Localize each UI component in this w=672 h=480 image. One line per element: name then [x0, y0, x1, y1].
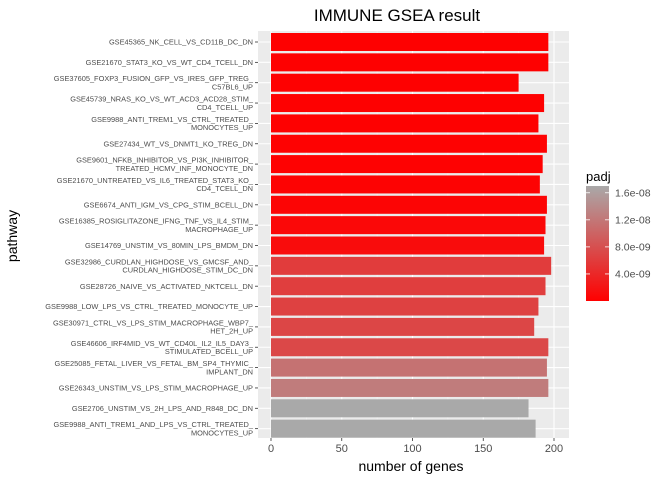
y-tick-label: GSE26343_UNSTIM_VS_LPS_STIM_MACROPHAGE_U… — [59, 384, 253, 393]
y-tick-label: TREATED_HCMV_INF_MONOCYTE_DN — [116, 164, 253, 173]
legend-tick-label: 4.0e-09 — [615, 269, 651, 281]
y-tick-label: GSE32986_CURDLAN_HIGHDOSE_VS_GMCSF_AND_ — [65, 257, 254, 266]
y-axis-title: pathway — [4, 210, 20, 262]
y-tick-label: CURDLAN_HIGHDOSE_STIM_DC_DN — [122, 266, 253, 275]
bar — [271, 33, 549, 51]
y-tick-label: MACROPHAGE_UP — [185, 225, 253, 234]
bar — [271, 358, 547, 377]
bar — [271, 277, 546, 296]
y-tick-label: MONOCYTES_UP — [191, 428, 253, 437]
x-tick-label: 150 — [474, 443, 492, 455]
y-tick-label: C57BL6_UP — [212, 82, 253, 91]
bar — [271, 378, 549, 397]
bar — [271, 419, 536, 438]
legend-tick-label: 8.0e-09 — [615, 242, 651, 254]
x-tick-label: 100 — [403, 443, 421, 455]
bar — [271, 399, 529, 418]
bar — [271, 94, 545, 113]
bar — [271, 216, 546, 235]
y-tick-label: GSE9988_LOW_LPS_VS_CTRL_TREATED_MONOCYTE… — [45, 302, 253, 311]
bar — [271, 236, 545, 255]
legend-tick-label: 1.2e-08 — [615, 215, 651, 227]
x-tick-label: 0 — [268, 443, 274, 455]
x-tick-labels: 0 50 100 150 200 — [268, 438, 563, 455]
legend-colorbar — [586, 186, 609, 301]
y-tick-label: STIMULATED_BCELL_UP — [165, 347, 253, 356]
y-tick-label: GSE9988_ANTI_TREM1_AND_LPS_VS_CTRL_TREAT… — [54, 420, 254, 429]
y-tick-label: GSE14769_UNSTIM_VS_80MIN_LPS_BMDM_DN — [85, 241, 253, 250]
legend-ticks: 1.6e-08 1.2e-08 8.0e-09 4.0e-09 — [586, 188, 651, 281]
x-tick-label: 50 — [336, 443, 348, 455]
y-tick-label: HET_2H_UP — [210, 327, 253, 336]
y-tick-label: GSE21670_STAT3_KO_VS_WT_CD4_TCELL_DN — [86, 58, 253, 67]
bar — [271, 53, 549, 72]
y-tick-label: MONOCYTES_UP — [191, 123, 253, 132]
bar — [271, 317, 535, 336]
chart-title: IMMUNE GSEA result — [314, 6, 481, 25]
y-tick-label: GSE25085_FETAL_LIVER_VS_FETAL_BM_SP4_THY… — [54, 359, 253, 368]
y-tick-label: GSE16385_ROSIGLITAZONE_IFNG_TNF_VS_IL4_S… — [59, 217, 254, 226]
bar — [271, 175, 540, 194]
bar — [271, 114, 539, 133]
bar — [271, 134, 547, 153]
x-tick-label: 200 — [545, 443, 563, 455]
bar — [271, 256, 552, 275]
bars — [271, 33, 552, 438]
y-tick-label: GSE27434_WT_VS_DNMT1_KO_TREG_DN — [103, 139, 253, 148]
y-tick-label: GSE45739_NRAS_KO_VS_WT_ACD3_ACD28_STIM_ — [70, 95, 254, 104]
bar — [271, 338, 549, 357]
bar — [271, 155, 543, 174]
y-tick-labels: GSE45365_NK_CELL_VS_CD11B_DC_DN GSE21670_… — [45, 38, 258, 437]
y-tick-label: GSE46606_IRF4MID_VS_WT_CD40L_IL2_IL5_DAY… — [71, 339, 254, 348]
y-tick-label: GSE6674_ANTI_IGM_VS_CPG_STIM_BCELL_DN — [84, 200, 253, 209]
legend: padj 1.6e-08 1.2e-08 8.0e-09 4.0e-09 — [586, 169, 651, 301]
plot-panel — [258, 31, 569, 438]
bar — [271, 73, 519, 92]
y-tick-label: GSE30971_CTRL_VS_LPS_STIM_MACROPHAGE_WBP… — [53, 318, 254, 327]
y-tick-label: GSE45365_NK_CELL_VS_CD11B_DC_DN — [109, 38, 253, 47]
y-tick-label: GSE21670_UNTREATED_VS_IL6_TREATED_STAT3_… — [57, 176, 254, 185]
y-tick-label: GSE28726_NAIVE_VS_ACTIVATED_NKTCELL_DN — [80, 282, 253, 291]
y-tick-label: GSE37605_FOXP3_FUSION_GFP_VS_IRES_GFP_TR… — [54, 74, 254, 83]
bar — [271, 297, 539, 316]
x-axis-title: number of genes — [358, 458, 463, 474]
y-tick-label: GSE9988_ANTI_TREM1_VS_CTRL_TREATED_ — [91, 115, 254, 124]
y-tick-label: CD4_TCELL_UP — [197, 103, 253, 112]
y-tick-label: GSE9601_NFKB_INHIBITOR_VS_PI3K_INHIBITOR… — [76, 156, 254, 165]
y-tick-label: IMPLANT_DN — [206, 367, 253, 376]
y-tick-label: CD4_TCELL_DN — [196, 184, 253, 193]
legend-tick-label: 1.6e-08 — [615, 188, 651, 200]
legend-title: padj — [586, 169, 611, 184]
y-tick-label: GSE2706_UNSTIM_VS_2H_LPS_AND_R848_DC_DN — [72, 404, 253, 413]
bar — [271, 195, 547, 214]
